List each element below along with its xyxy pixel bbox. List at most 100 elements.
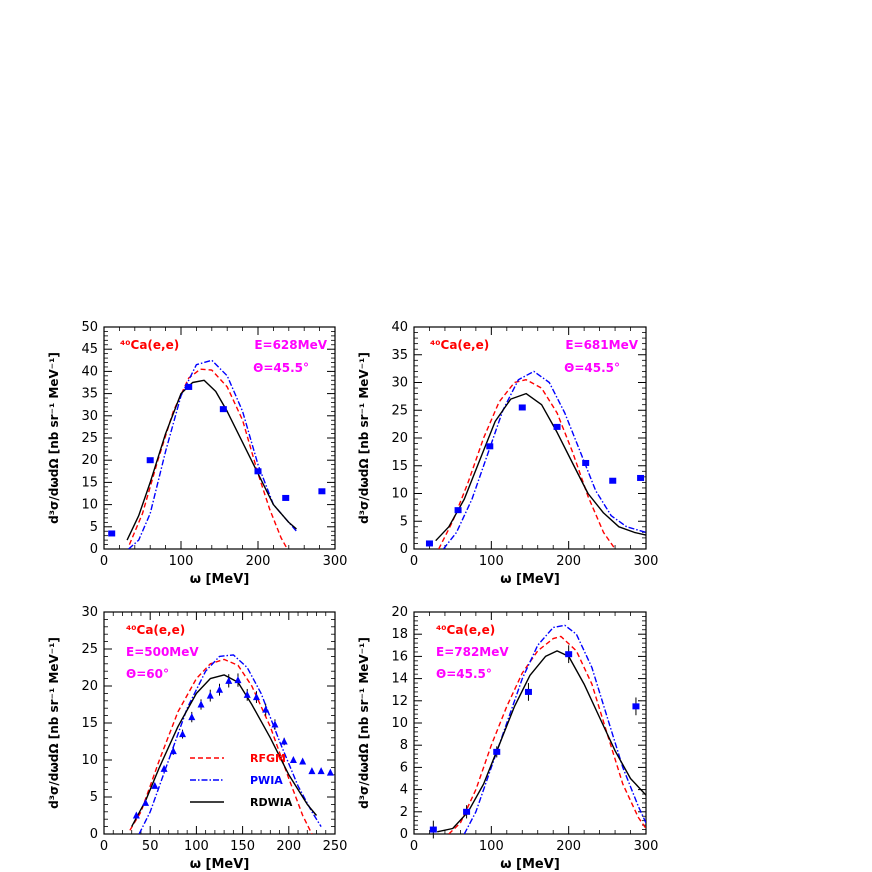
annotation-reaction: ⁴⁰Ca(e,e) [126, 623, 185, 637]
x-axis-label: ω [MeV] [500, 572, 560, 587]
y-tick-label: 10 [391, 487, 408, 502]
annotation-angle: Θ=45.5° [253, 361, 309, 375]
y-tick-label: 8 [400, 738, 408, 753]
x-tick-label: 200 [556, 554, 581, 569]
y-tick-label: 10 [81, 498, 98, 513]
data-point [524, 688, 532, 695]
y-tick-label: 30 [391, 376, 408, 391]
x-tick-label: 300 [634, 554, 659, 569]
x-tick-label: 200 [556, 839, 581, 854]
x-tick-label: 200 [276, 839, 301, 854]
annotation-angle: Θ=45.5° [564, 361, 620, 375]
y-axis-label: d³σ/dωdΩ [nb sr⁻¹ MeV⁻¹] [357, 352, 371, 524]
data-point [132, 811, 140, 819]
annotation-energy: E=628MeV [254, 338, 327, 352]
series-rdwia-line [437, 650, 646, 833]
x-tick-label: 250 [323, 839, 348, 854]
data-point [518, 404, 526, 411]
y-axis-label: d³σ/dωdΩ [nb sr⁻¹ MeV⁻¹] [357, 637, 371, 809]
y-tick-label: 25 [391, 403, 408, 418]
y-tick-label: 5 [90, 790, 98, 805]
annotation-energy: E=782MeV [436, 645, 509, 659]
series-rdwia-line [435, 392, 646, 542]
x-tick-label: 0 [410, 554, 418, 569]
y-tick-label: 10 [81, 753, 98, 768]
x-axis-label: ω [MeV] [190, 857, 250, 872]
y-tick-label: 0 [400, 827, 408, 842]
series-rfgm-line [448, 635, 646, 834]
data-point [254, 468, 262, 475]
x-tick-label: 300 [323, 554, 348, 569]
x-tick-label: 200 [246, 554, 271, 569]
data-point [632, 703, 640, 710]
data-point [262, 705, 270, 713]
data-point [425, 540, 433, 547]
data-point [609, 477, 617, 484]
x-tick-label: 0 [100, 839, 108, 854]
data-point [289, 756, 297, 763]
y-tick-label: 2 [400, 805, 408, 820]
y-tick-label: 15 [81, 716, 98, 731]
x-axis-label: ω [MeV] [500, 857, 560, 872]
data-point [197, 700, 205, 708]
x-tick-label: 100 [479, 554, 504, 569]
data-point [206, 691, 214, 699]
x-tick-label: 0 [410, 839, 418, 854]
y-tick-label: 25 [81, 642, 98, 657]
data-point [151, 781, 159, 789]
data-point [318, 488, 326, 495]
data-point [454, 507, 462, 514]
y-tick-label: 20 [81, 453, 98, 468]
y-tick-label: 0 [90, 827, 98, 842]
y-tick-label: 20 [81, 679, 98, 694]
data-point [142, 798, 150, 806]
y-tick-label: 35 [81, 387, 98, 402]
data-point [185, 383, 193, 390]
data-point [463, 808, 471, 815]
y-tick-label: 50 [81, 320, 98, 335]
y-tick-label: 0 [90, 542, 98, 557]
data-point [317, 767, 325, 775]
y-tick-label: 0 [400, 542, 408, 557]
data-point [252, 693, 260, 701]
y-tick-label: 18 [391, 627, 408, 642]
x-tick-label: 50 [142, 839, 159, 854]
y-tick-label: 15 [81, 475, 98, 490]
series-pwia-line [138, 654, 322, 834]
x-axis-label: ω [MeV] [190, 572, 250, 587]
data-point [493, 748, 501, 755]
y-tick-label: 30 [81, 605, 98, 620]
data-point [326, 768, 334, 776]
annotation-reaction: ⁴⁰Ca(e,e) [430, 338, 489, 352]
y-tick-label: 14 [391, 672, 408, 687]
data-point [553, 423, 561, 430]
data-point [308, 767, 316, 775]
data-point [234, 676, 242, 684]
chart-panel-1: 0 5 10 15 20 25 30 35 40 45 50 0 100 200 300 ω [MeV] d³σ… [47, 320, 347, 587]
series-rfgm-line [129, 658, 313, 834]
chart-panel-2: 0 5 10 15 20 25 30 35 40 0 100 200 300 ω [MeV] d³σ/dωd… [357, 320, 658, 587]
series-pwia-line [442, 370, 646, 549]
x-tick-label: 100 [479, 839, 504, 854]
y-tick-label: 15 [391, 459, 408, 474]
y-tick-label: 40 [391, 320, 408, 335]
data-point [271, 720, 279, 728]
data-point [486, 443, 494, 450]
x-tick-label: 150 [230, 839, 255, 854]
data-point [243, 690, 251, 698]
series-rdwia-line [131, 674, 318, 827]
legend-label-rdwia: RDWIA [250, 796, 293, 809]
legend-label-pwia: PWIA [250, 774, 283, 787]
data-point [219, 406, 227, 413]
data-point [282, 494, 290, 501]
data-point [582, 459, 590, 466]
data-point [179, 730, 187, 738]
series-rfgm-line [438, 379, 616, 549]
data-point [146, 457, 154, 464]
x-tick-label: 100 [169, 554, 194, 569]
annotation-angle: Θ=60° [126, 667, 169, 681]
chart-panel-3: 0 5 10 15 20 25 30 0 50 100 150 200 250 ω [MeV] d³σ/dω… [47, 605, 347, 872]
x-tick-label: 300 [634, 839, 659, 854]
